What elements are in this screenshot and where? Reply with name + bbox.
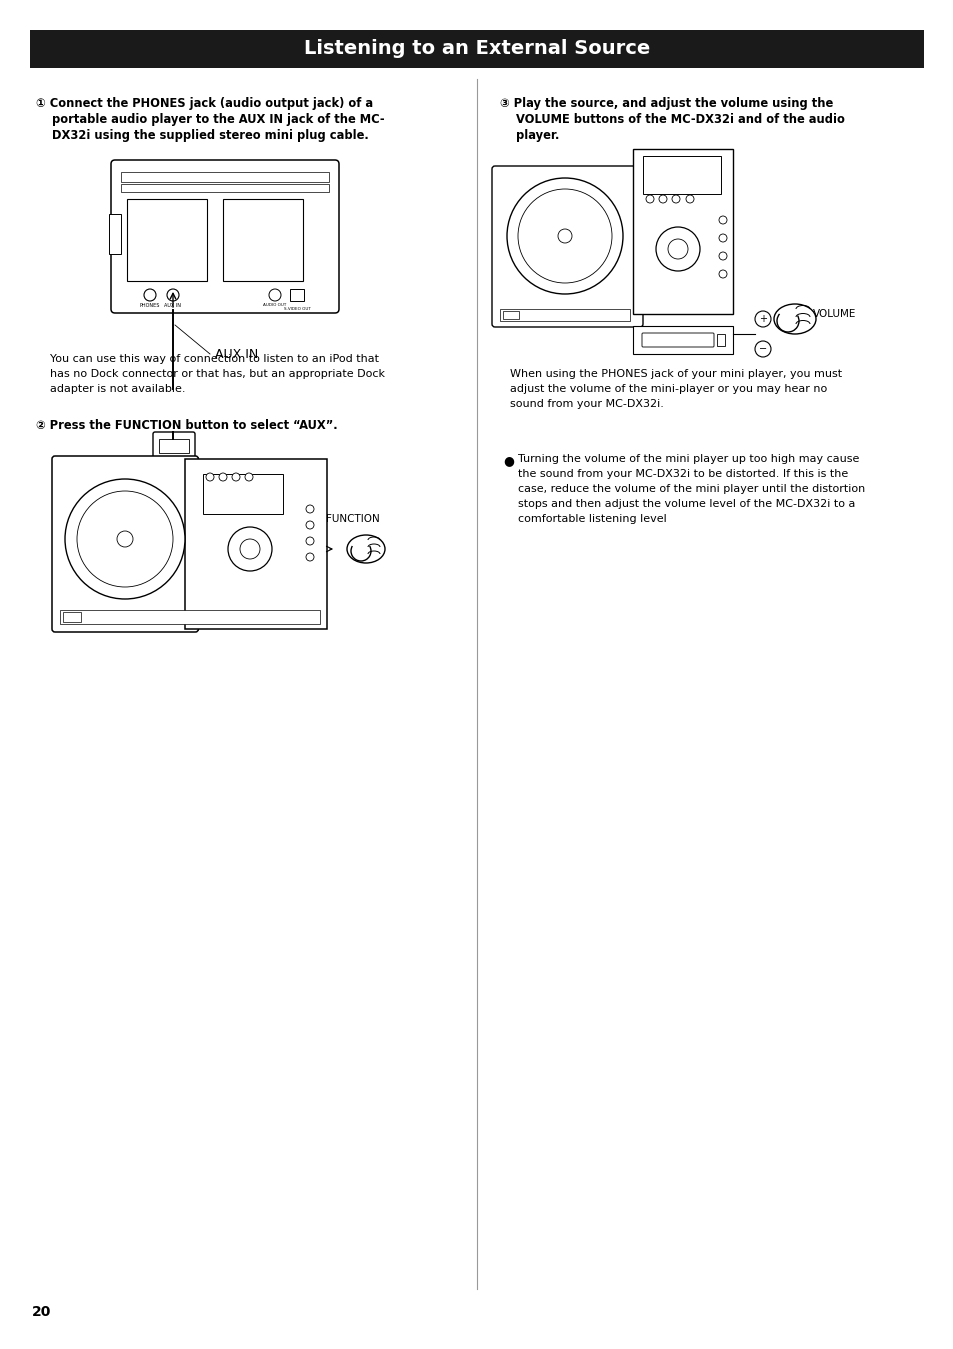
Bar	[121, 173, 329, 182]
Circle shape	[232, 473, 240, 482]
Circle shape	[645, 196, 654, 202]
Bar	[159, 438, 189, 453]
Text: Listening to an External Source: Listening to an External Source	[304, 39, 649, 58]
Circle shape	[306, 521, 314, 529]
FancyBboxPatch shape	[111, 161, 338, 313]
Text: When using the PHONES jack of your mini player, you must: When using the PHONES jack of your mini …	[510, 370, 841, 379]
Circle shape	[245, 473, 253, 482]
Text: 20: 20	[32, 1304, 51, 1319]
Circle shape	[719, 270, 726, 278]
Circle shape	[164, 459, 184, 478]
FancyBboxPatch shape	[641, 333, 713, 347]
Circle shape	[306, 537, 314, 545]
Circle shape	[659, 196, 666, 202]
Ellipse shape	[773, 304, 815, 335]
Circle shape	[685, 196, 693, 202]
Circle shape	[177, 482, 181, 486]
Circle shape	[671, 196, 679, 202]
Circle shape	[240, 540, 260, 558]
Text: has no Dock connector or that has, but an appropriate Dock: has no Dock connector or that has, but a…	[50, 370, 385, 379]
Circle shape	[306, 553, 314, 561]
Bar	[30, 30, 923, 67]
Circle shape	[667, 239, 687, 259]
Circle shape	[269, 289, 281, 301]
Circle shape	[117, 532, 132, 546]
Circle shape	[754, 312, 770, 326]
Text: Turning the volume of the mini player up too high may cause: Turning the volume of the mini player up…	[517, 455, 859, 464]
Text: S.VIDEO OUT: S.VIDEO OUT	[283, 308, 310, 312]
Text: sound from your MC-DX32i.: sound from your MC-DX32i.	[510, 399, 663, 409]
Text: AUX IN: AUX IN	[214, 348, 258, 360]
Circle shape	[656, 227, 700, 271]
Bar	[642, 156, 720, 194]
Text: adapter is not available.: adapter is not available.	[50, 384, 185, 394]
Circle shape	[206, 473, 213, 482]
Text: case, reduce the volume of the mini player until the distortion: case, reduce the volume of the mini play…	[517, 484, 864, 494]
Text: −: −	[759, 344, 766, 353]
FancyBboxPatch shape	[52, 456, 198, 631]
Circle shape	[77, 491, 172, 587]
Circle shape	[719, 252, 726, 260]
Circle shape	[306, 505, 314, 513]
Bar	[121, 183, 329, 192]
Text: player.: player.	[499, 130, 558, 142]
FancyBboxPatch shape	[492, 166, 642, 326]
Ellipse shape	[347, 536, 385, 563]
Circle shape	[186, 482, 190, 486]
FancyBboxPatch shape	[633, 148, 732, 314]
Circle shape	[517, 189, 612, 283]
Text: portable audio player to the AUX IN jack of the MC-: portable audio player to the AUX IN jack…	[36, 113, 384, 125]
Circle shape	[719, 216, 726, 224]
Text: ●: ●	[502, 455, 514, 467]
Bar	[109, 214, 121, 254]
Bar	[63, 612, 81, 622]
Circle shape	[719, 233, 726, 241]
Circle shape	[65, 479, 185, 599]
Text: ③ Play the source, and adjust the volume using the: ③ Play the source, and adjust the volume…	[499, 97, 832, 111]
Circle shape	[144, 289, 156, 301]
FancyBboxPatch shape	[223, 200, 303, 281]
Text: VOLUME buttons of the MC-DX32i and of the audio: VOLUME buttons of the MC-DX32i and of th…	[499, 113, 844, 125]
Bar	[502, 312, 518, 318]
Text: VOLUME: VOLUME	[812, 309, 856, 318]
Text: +: +	[759, 314, 766, 324]
Circle shape	[228, 527, 272, 571]
Circle shape	[159, 482, 163, 486]
Circle shape	[167, 289, 179, 301]
Bar	[499, 309, 629, 321]
Text: ② Press the FUNCTION button to select “AUX”.: ② Press the FUNCTION button to select “A…	[36, 420, 337, 432]
Circle shape	[506, 178, 622, 294]
Bar	[717, 335, 724, 345]
Text: comfortable listening level: comfortable listening level	[517, 514, 666, 523]
Circle shape	[754, 341, 770, 357]
Text: DX32i using the supplied stereo mini plug cable.: DX32i using the supplied stereo mini plu…	[36, 130, 369, 142]
FancyBboxPatch shape	[185, 459, 327, 629]
Text: AUX IN: AUX IN	[164, 304, 181, 308]
Circle shape	[168, 482, 172, 486]
Circle shape	[170, 464, 178, 472]
Text: the sound from your MC-DX32i to be distorted. If this is the: the sound from your MC-DX32i to be disto…	[517, 469, 847, 479]
FancyBboxPatch shape	[127, 200, 207, 281]
Circle shape	[558, 229, 572, 243]
Bar	[290, 289, 304, 301]
Text: FUNCTION: FUNCTION	[326, 514, 379, 523]
Text: PHONES: PHONES	[140, 304, 160, 308]
Text: You can use this way of connection to listen to an iPod that: You can use this way of connection to li…	[50, 353, 378, 364]
Text: adjust the volume of the mini-player or you may hear no: adjust the volume of the mini-player or …	[510, 384, 826, 394]
FancyBboxPatch shape	[152, 432, 194, 491]
Bar	[60, 610, 319, 625]
Text: ① Connect the PHONES jack (audio output jack) of a: ① Connect the PHONES jack (audio output …	[36, 97, 373, 111]
FancyBboxPatch shape	[633, 326, 732, 353]
Text: stops and then adjust the volume level of the MC-DX32i to a: stops and then adjust the volume level o…	[517, 499, 855, 509]
Bar	[203, 473, 283, 514]
Circle shape	[219, 473, 227, 482]
Text: AUDIO OUT: AUDIO OUT	[263, 304, 287, 308]
